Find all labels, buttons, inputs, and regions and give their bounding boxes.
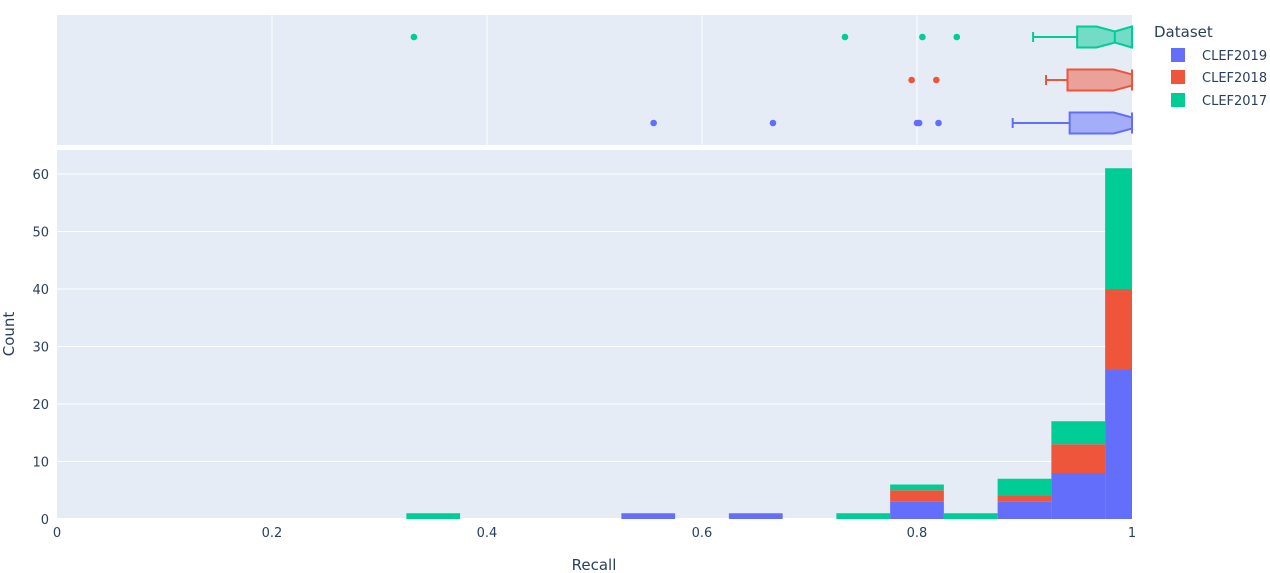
y-tick-label: 10 — [32, 456, 49, 471]
legend-swatch-clef2019[interactable] — [1171, 48, 1185, 62]
y-tick-label: 20 — [32, 398, 49, 413]
bar-clef2019[interactable] — [1105, 369, 1132, 520]
x-tick-label: 0.4 — [477, 526, 498, 541]
y-tick-label: 40 — [32, 283, 49, 298]
x-axis-label: Recall — [572, 556, 617, 573]
x-tick-label: 0.2 — [262, 526, 283, 541]
bar-clef2017[interactable] — [1105, 168, 1132, 289]
outlier-point[interactable] — [933, 76, 940, 84]
outlier-point[interactable] — [769, 119, 777, 127]
outlier-point[interactable] — [915, 119, 923, 127]
outlier-point[interactable] — [953, 33, 961, 41]
y-axis-label: Count — [0, 312, 18, 357]
x-tick-label: 1 — [1128, 526, 1136, 541]
outlier-point[interactable] — [919, 33, 926, 41]
bar-clef2018[interactable] — [1051, 444, 1106, 473]
bar-clef2017[interactable] — [406, 513, 461, 519]
legend[interactable]: Dataset CLEF2019 CLEF2018 CLEF2017 — [1154, 23, 1267, 109]
bar-clef2017[interactable] — [890, 484, 944, 491]
outlier-point[interactable] — [908, 76, 915, 84]
bar-clef2019[interactable] — [621, 513, 676, 519]
legend-swatch-clef2018[interactable] — [1171, 70, 1185, 84]
bar-clef2017[interactable] — [997, 478, 1052, 496]
box-clef2019[interactable] — [650, 111, 1133, 135]
bar-clef2018[interactable] — [997, 496, 1052, 502]
y-tick-label: 30 — [32, 341, 49, 356]
x-tick-label: 0 — [53, 526, 61, 541]
box-panel-background — [57, 15, 1132, 145]
y-tick-label: 0 — [41, 513, 49, 528]
y-tick-label: 50 — [32, 226, 49, 241]
bar-clef2017[interactable] — [836, 513, 891, 519]
notched-box — [1068, 111, 1133, 135]
x-tick-label: 0.8 — [907, 526, 928, 541]
bar-clef2019[interactable] — [890, 501, 944, 519]
bar-clef2019[interactable] — [1051, 473, 1106, 519]
legend-title: Dataset — [1154, 23, 1213, 41]
box-clef2018[interactable] — [908, 68, 1133, 92]
bar-clef2018[interactable] — [1105, 289, 1132, 370]
outlier-point[interactable] — [410, 33, 418, 41]
y-tick-label: 60 — [32, 168, 49, 183]
bar-clef2018[interactable] — [890, 490, 944, 502]
legend-item-clef2018[interactable]: CLEF2018 — [1202, 71, 1267, 86]
notched-box — [1066, 68, 1133, 92]
legend-item-clef2019[interactable]: CLEF2019 — [1202, 49, 1267, 64]
bar-clef2017[interactable] — [1051, 421, 1106, 445]
outlier-point[interactable] — [841, 33, 849, 41]
notched-box — [1076, 25, 1133, 49]
bar-clef2019[interactable] — [997, 501, 1052, 519]
outlier-point[interactable] — [935, 119, 942, 127]
bar-clef2017[interactable] — [943, 513, 998, 519]
x-tick-label: 0.6 — [692, 526, 713, 541]
bar-clef2019[interactable] — [728, 513, 783, 519]
histogram-panel-background — [57, 150, 1132, 519]
box-clef2017[interactable] — [410, 25, 1133, 49]
legend-item-clef2017[interactable]: CLEF2017 — [1202, 94, 1267, 109]
outlier-point[interactable] — [650, 119, 657, 127]
legend-swatch-clef2017[interactable] — [1171, 93, 1185, 107]
